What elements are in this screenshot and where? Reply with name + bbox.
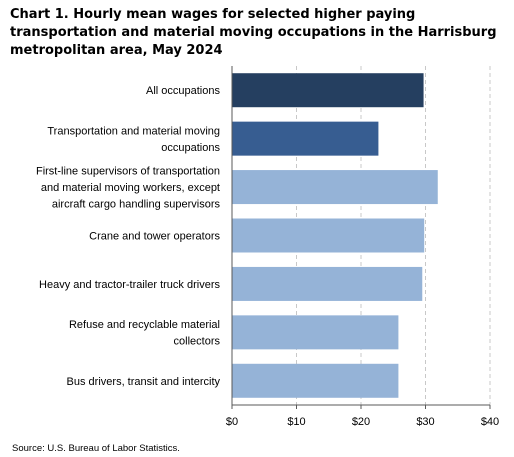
bar-5: [232, 315, 399, 350]
category-label-2-1: and material moving workers, except: [41, 182, 220, 194]
bar-2: [232, 170, 438, 205]
category-label-1-0: Transportation and material moving: [47, 125, 220, 137]
category-label-6-0: Bus drivers, transit and intercity: [67, 376, 221, 388]
bars: [232, 73, 438, 398]
bar-0: [232, 73, 424, 108]
category-label-4-0: Heavy and tractor-trailer truck drivers: [39, 279, 220, 291]
category-label-5-1: collectors: [174, 336, 221, 348]
category-label-0-0: All occupations: [146, 85, 220, 97]
bar-3: [232, 218, 425, 253]
bar-4: [232, 266, 423, 301]
category-label-2-0: First-line supervisors of transportation: [36, 166, 220, 178]
category-label-3-0: Crane and tower operators: [89, 231, 220, 243]
category-label-5-0: Refuse and recyclable material: [69, 319, 220, 331]
x-tick-label-0: $0: [226, 416, 238, 428]
source-note: Source: U.S. Bureau of Labor Statistics.: [12, 443, 180, 454]
x-tick-label-2: $20: [352, 416, 370, 428]
category-label-1-1: occupations: [161, 142, 220, 154]
x-tick-label-4: $40: [481, 416, 499, 428]
category-labels: All occupations Transportation and materi…: [36, 85, 221, 388]
bar-1: [232, 121, 379, 156]
x-axis: $0 $10 $20 $30 $40: [226, 66, 499, 428]
chart-title: Chart 1. Hourly mean wages for selected …: [10, 7, 497, 58]
x-tick-label-1: $10: [287, 416, 305, 428]
category-label-2-2: aircraft cargo handling supervisors: [52, 199, 221, 211]
x-tick-label-3: $30: [416, 416, 434, 428]
bar-6: [232, 363, 399, 398]
